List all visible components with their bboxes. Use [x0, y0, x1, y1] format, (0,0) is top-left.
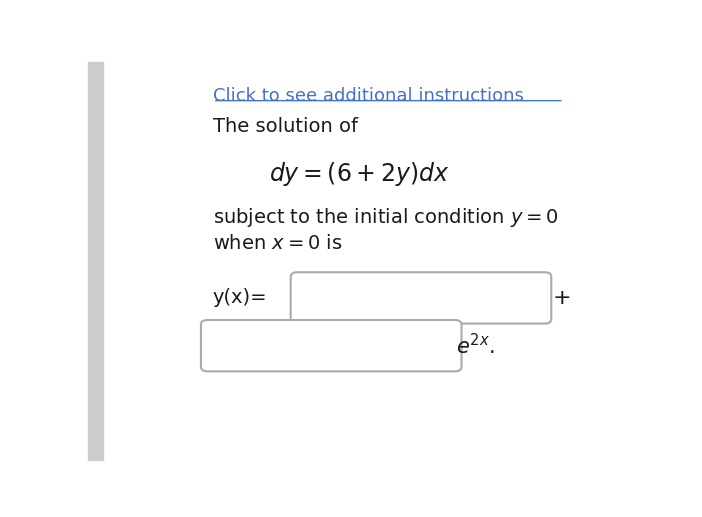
Bar [88, 62, 103, 460]
Text: Click to see additional instructions: Click to see additional instructions [213, 87, 524, 105]
Text: +: + [553, 287, 571, 308]
Text: when $x = 0$ is: when $x = 0$ is [213, 234, 343, 253]
FancyBboxPatch shape [201, 320, 461, 371]
Text: The solution of: The solution of [213, 117, 358, 136]
Text: y(x)=: y(x)= [213, 288, 267, 307]
Text: subject to the initial condition $y = 0$: subject to the initial condition $y = 0$ [213, 206, 558, 229]
FancyBboxPatch shape [291, 272, 551, 324]
Text: $dy = (6 + 2y)dx$: $dy = (6 + 2y)dx$ [270, 160, 450, 188]
Text: $e^{2x}$.: $e^{2x}$. [456, 333, 494, 358]
